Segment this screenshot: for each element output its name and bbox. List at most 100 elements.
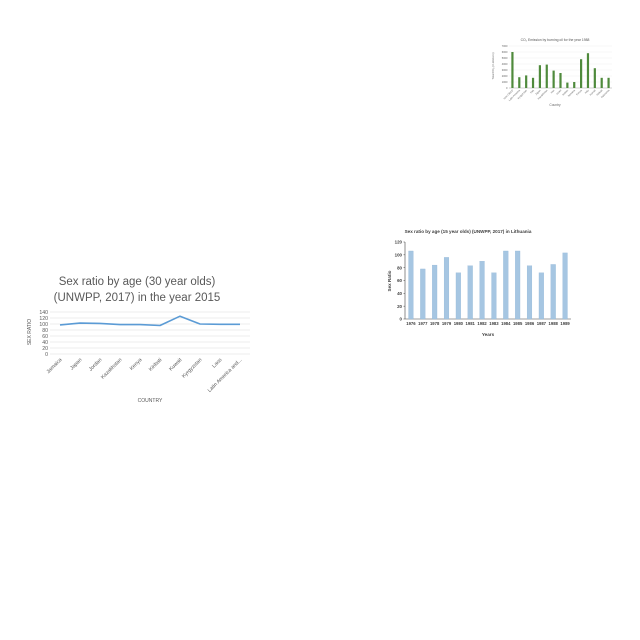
- bar: [443, 257, 450, 320]
- x-tick-label: Non-OECD: [503, 89, 514, 100]
- x-tick-label: 1985: [513, 321, 523, 326]
- y-tick-label: 6000: [502, 50, 508, 54]
- co2-emission-chart-svg: CO₂ Emission by burning oil for the year…: [491, 38, 612, 107]
- x-tick-label: Kenya: [129, 357, 144, 372]
- y-tick-label: 5000: [502, 56, 508, 60]
- y-tick-label: 100: [39, 322, 48, 328]
- x-tick-label: Latin America and...: [207, 357, 244, 394]
- x-tick-label: 1980: [454, 321, 464, 326]
- y-tick-label: 60: [42, 334, 48, 340]
- x-tick-label: Jamaica: [567, 89, 576, 98]
- bar: [511, 52, 514, 88]
- y-tick-label: 120: [395, 240, 403, 245]
- bar: [538, 65, 541, 88]
- bar: [566, 82, 569, 88]
- axes: [403, 241, 571, 320]
- tick-labels: 01000200030004000500060007000Non-OECDLat…: [502, 44, 611, 102]
- x-tick-label: Kyrgyzstan: [517, 89, 528, 100]
- y-tick-label: 2000: [502, 74, 508, 78]
- x-tick-label: 1979: [442, 321, 452, 326]
- x-axis-label: COUNTRY: [138, 398, 163, 404]
- x-tick-label: Japan: [69, 357, 83, 371]
- x-tick-label: 1978: [430, 321, 440, 326]
- y-tick-label: 60: [397, 278, 402, 283]
- bar: [518, 77, 521, 88]
- bar: [538, 272, 544, 320]
- sex-ratio-30yo-chart-svg: Sex ratio by age (30 year olds) (UNWPP, …: [27, 276, 250, 404]
- y-tick-label: 40: [42, 340, 48, 346]
- x-tick-label: 1987: [537, 321, 547, 326]
- y-axis-label: SEX RATIO: [27, 319, 33, 345]
- bar: [562, 252, 568, 320]
- y-tick-label: 120: [39, 316, 48, 322]
- sex-ratio-lithuania-chart: Sex ratio by age (15 year olds) (UNWPP, …: [375, 225, 585, 345]
- bar: [531, 77, 535, 88]
- y-axis-label: Sex Ratio: [387, 270, 392, 291]
- y-tick-label: 80: [42, 328, 48, 334]
- bar: [455, 272, 461, 320]
- bar: [573, 82, 576, 88]
- x-tick-label: Laos: [211, 357, 223, 369]
- chart-title: Sex ratio by age (15 year olds) (UNWPP, …: [405, 229, 532, 234]
- x-tick-label: Kenya: [576, 89, 584, 97]
- bar: [525, 75, 528, 88]
- x-tick-label: Israel: [556, 89, 563, 96]
- y-tick-label: 40: [397, 291, 402, 296]
- bar: [526, 265, 533, 320]
- x-tick-label: 1982: [477, 321, 487, 326]
- x-tick-label: 1989: [560, 321, 570, 326]
- x-tick-label: 1976: [406, 321, 416, 326]
- series-line: [59, 315, 241, 327]
- x-tick-label: 1977: [418, 321, 428, 326]
- bar: [607, 77, 610, 88]
- x-tick-label: Iraq: [530, 89, 536, 95]
- x-tick-label: Indonesia: [600, 89, 610, 99]
- bar: [545, 64, 548, 88]
- chart-title-line-1: Sex ratio by age (30 year olds): [59, 276, 216, 288]
- chart-title-line-2: (UNWPP, 2017) in the year 2015: [54, 292, 221, 304]
- x-tick-label: 1984: [501, 321, 511, 326]
- x-tick-label: Kyrgyzstan: [181, 357, 203, 379]
- y-tick-label: 7000: [502, 44, 508, 48]
- x-tick-label: Jordan: [88, 357, 104, 373]
- x-tick-label: Jordan: [562, 89, 570, 97]
- x-tick-label: Kuwait: [589, 89, 597, 97]
- y-tick-label: 3000: [502, 68, 508, 72]
- co2-emission-chart: CO₂ Emission by burning oil for the year…: [490, 35, 620, 110]
- bar: [479, 261, 485, 320]
- bar: [550, 264, 556, 320]
- x-tick-label: Kuwait: [168, 357, 184, 373]
- bar: [600, 77, 603, 88]
- bar: [586, 53, 590, 88]
- y-tick-label: 0: [45, 352, 48, 358]
- x-tick-label: Kiribati: [148, 357, 163, 372]
- x-tick-label: 1983: [489, 321, 499, 326]
- bar: [408, 250, 414, 320]
- bar: [432, 264, 438, 320]
- series-line-path: [59, 315, 240, 327]
- sex-ratio-30yo-chart: Sex ratio by age (30 year olds) (UNWPP, …: [20, 270, 260, 410]
- bar: [559, 73, 562, 88]
- x-tick-label: Kiribati: [596, 89, 604, 97]
- bar: [420, 268, 426, 320]
- x-tick-label: Kazakhstan: [537, 89, 549, 101]
- bar: [552, 70, 555, 88]
- y-tick-label: 140: [39, 310, 48, 316]
- bar: [515, 250, 521, 320]
- bar: [593, 68, 596, 88]
- x-tick-label: Kazakhstan: [100, 357, 123, 380]
- y-tick-label: 100: [395, 252, 403, 257]
- bar: [467, 265, 473, 320]
- bar: [503, 250, 509, 320]
- gridlines: [50, 311, 250, 355]
- y-tick-label: 20: [42, 346, 48, 352]
- y-tick-label: 1000: [502, 80, 508, 84]
- x-tick-label: Italy: [584, 89, 590, 95]
- x-tick-label: Jamaica: [46, 357, 64, 375]
- y-axis-label: Total CO₂ (in kilotons): [491, 52, 495, 79]
- sex-ratio-lithuania-chart-svg: Sex ratio by age (15 year olds) (UNWPP, …: [387, 229, 571, 337]
- y-tick-label: 4000: [502, 62, 508, 66]
- bars: [511, 52, 610, 88]
